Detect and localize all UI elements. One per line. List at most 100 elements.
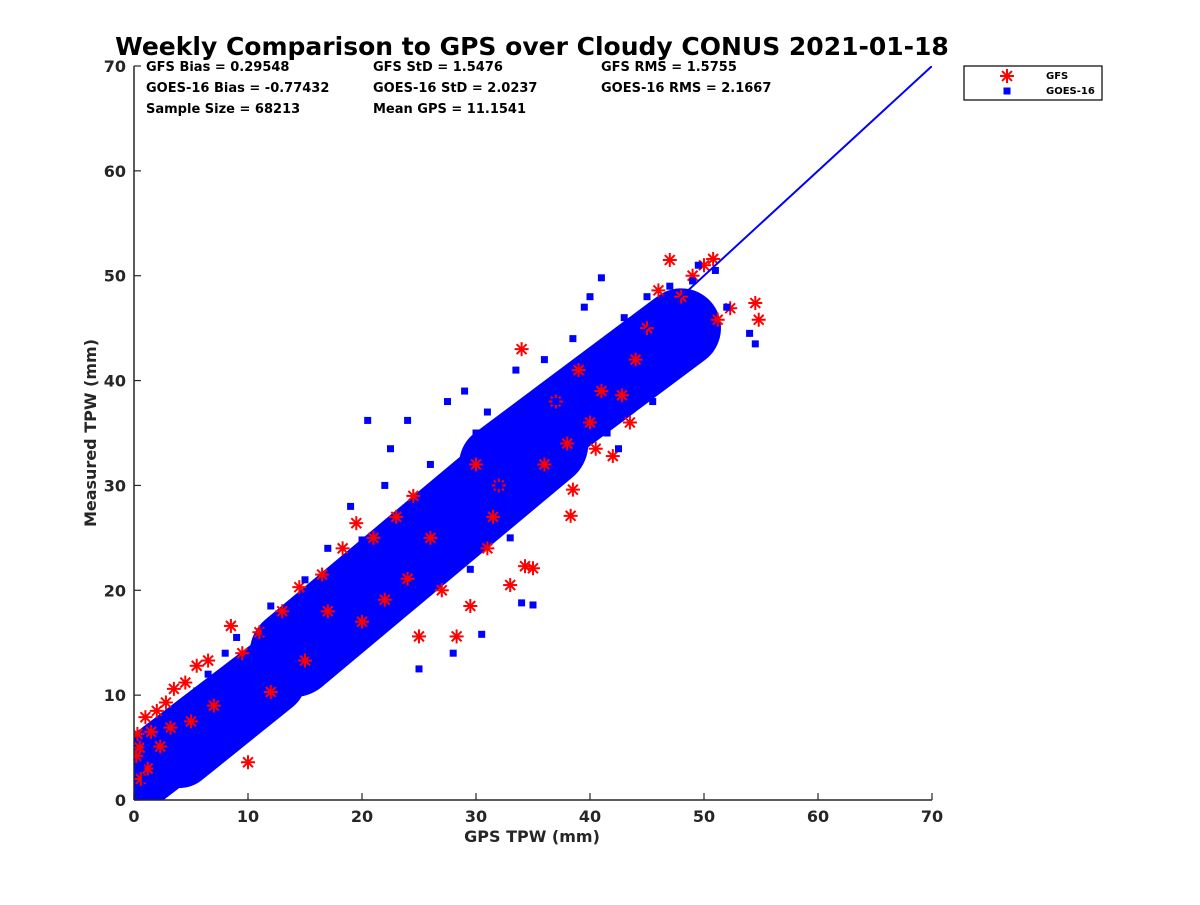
goes16-point (535, 450, 543, 458)
goes16-point (278, 670, 286, 678)
goes16-point (141, 775, 149, 783)
gfs-point (184, 714, 198, 729)
x-tick-label: 50 (693, 807, 715, 826)
gfs-point (710, 312, 725, 327)
goes16-point (409, 581, 417, 589)
gfs-point (263, 684, 278, 699)
goes16-point (301, 576, 309, 584)
gfs-point (335, 541, 350, 556)
gfs-point (463, 599, 478, 614)
goes16-point (666, 282, 674, 290)
goes16-point (364, 416, 372, 424)
gfs-point (178, 675, 193, 690)
goes16-point (204, 670, 212, 678)
gfs-point (355, 614, 369, 629)
gfs-point (434, 583, 449, 598)
goes16-point (352, 565, 360, 573)
legend: GFS GOES-16 (963, 65, 1103, 101)
y-tick-label: 50 (104, 267, 126, 286)
x-axis-label: GPS TPW (mm) (464, 827, 600, 846)
goes16-point (193, 687, 201, 695)
gfs-point (503, 578, 518, 593)
axis-ticks: 0 10 20 30 40 50 60 70 0 10 20 30 40 50 60 70 (104, 57, 943, 826)
legend-gfs-label: GFS (1046, 71, 1068, 82)
goes16-point (506, 534, 514, 542)
goes16-point (170, 712, 178, 720)
gfs-point (588, 441, 603, 456)
y-tick-label: 10 (104, 686, 126, 705)
y-tick-label: 30 (104, 476, 126, 495)
gfs-point (138, 710, 153, 725)
legend-gfs-marker (1000, 69, 1014, 83)
goes16-point (221, 649, 229, 657)
gfs-point (163, 720, 178, 735)
y-axis-label: Measured TPW (mm) (81, 339, 100, 527)
goes16-point (455, 481, 463, 489)
goes16-point (711, 266, 719, 274)
gfs-point (412, 629, 426, 644)
goes16-point (478, 630, 486, 638)
gfs-point (537, 457, 552, 472)
gfs-point (594, 384, 609, 399)
gfs-point (622, 415, 637, 430)
goes16-point (689, 277, 697, 285)
gfs-point (389, 509, 404, 524)
goes16-point (369, 565, 377, 573)
gfs-point (526, 561, 540, 576)
goes16-point (164, 754, 172, 762)
goes16-point (347, 502, 355, 510)
gfs-point (144, 724, 159, 739)
gfs-point (134, 740, 147, 755)
x-tick-label: 20 (351, 807, 373, 826)
density-band-2 (459, 288, 721, 505)
gfs-point (366, 530, 381, 545)
chart-title: Weekly Comparison to GPS over Cloudy CON… (115, 32, 949, 61)
goes16-point (723, 303, 731, 311)
legend-box (963, 65, 1103, 101)
gfs-point (315, 567, 330, 582)
gfs-point (583, 415, 597, 430)
y-tick-label: 0 (115, 791, 126, 810)
stat-text: GOES-16 Bias = -0.77432 (146, 81, 329, 96)
goes16-point (615, 445, 622, 453)
goes16-point (586, 293, 594, 301)
gfs-point (158, 695, 173, 710)
goes16-point (307, 649, 315, 657)
gfs-point (406, 488, 421, 503)
gfs-point (514, 342, 529, 357)
gfs-point (166, 681, 181, 696)
gfs-point (153, 739, 168, 754)
stat-text: Mean GPS = 11.1541 (373, 102, 526, 117)
stat-text: GFS Bias = 0.29548 (146, 60, 289, 75)
goes16-point (381, 481, 389, 489)
data-points (134, 66, 932, 800)
stat-text: Sample Size = 68213 (146, 102, 300, 117)
goes16-point (580, 303, 588, 311)
goes16-point (466, 565, 474, 573)
x-tick-label: 30 (465, 807, 487, 826)
goes16-point (134, 786, 141, 794)
goes16-point (153, 765, 161, 773)
gfs-point (706, 251, 721, 266)
goes16-point (677, 324, 685, 332)
gfs-point (223, 618, 238, 633)
goes16-point (472, 429, 480, 437)
goes16-point (335, 586, 343, 594)
goes16-point (540, 356, 548, 364)
gfs-point (189, 658, 204, 673)
goes16-point (426, 460, 434, 468)
goes16-point (444, 398, 451, 406)
gfs-point (662, 252, 677, 267)
gfs-point (134, 726, 145, 741)
gfs-point (201, 653, 216, 668)
goes16-point (632, 377, 640, 385)
one-to-one-line (134, 66, 932, 800)
goes16-point (751, 340, 759, 348)
goes16-point (569, 335, 577, 343)
goes16-point (244, 654, 252, 662)
goes16-point (529, 601, 537, 609)
goes16-point (654, 356, 662, 364)
goes16-point (415, 665, 423, 673)
gfs-point (423, 530, 438, 545)
